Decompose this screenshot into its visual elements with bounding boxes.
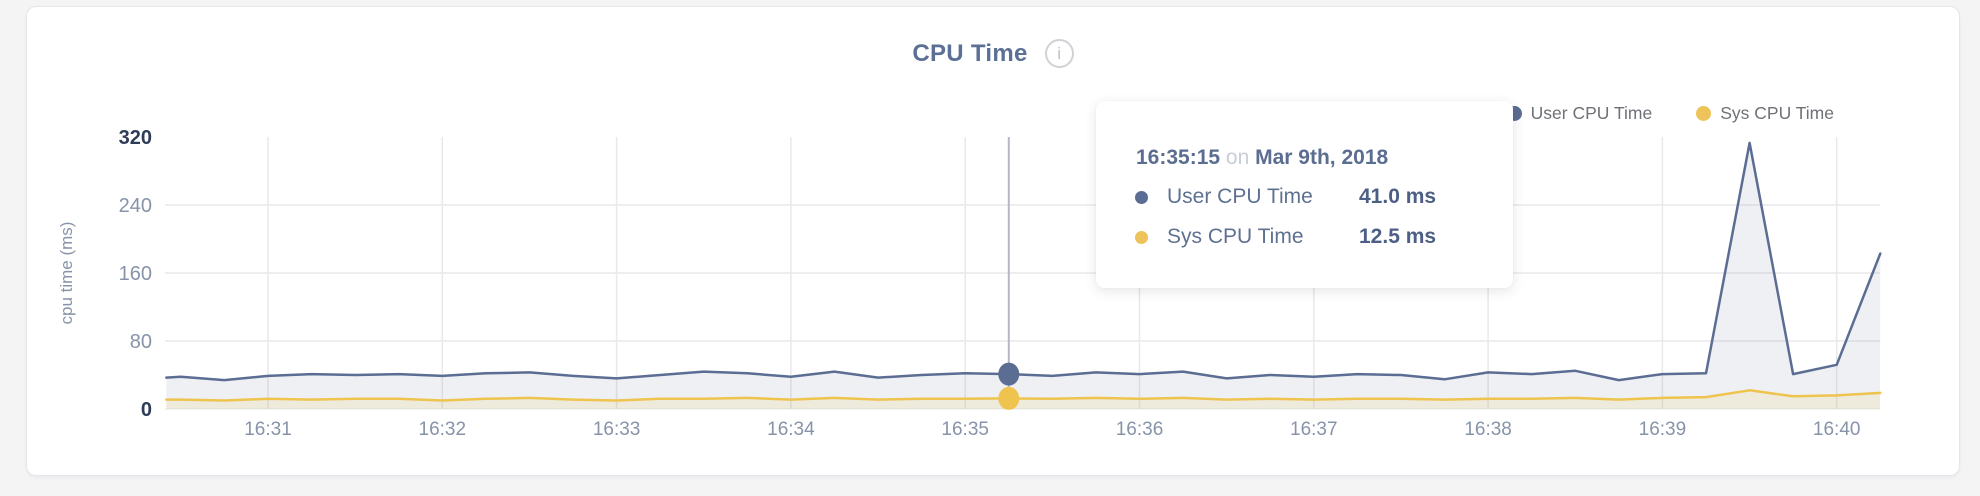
- info-icon[interactable]: i: [1044, 39, 1074, 68]
- sys-cpu-legend-dot-icon: [1696, 106, 1712, 121]
- x-tick-label: 16:34: [767, 419, 815, 440]
- x-tick-label: 16:40: [1813, 419, 1861, 440]
- chart-tooltip: 16:35:15 on Mar 9th, 2018 User CPU Time …: [1096, 101, 1513, 288]
- chart-header: CPU Time i: [27, 39, 1959, 68]
- x-tick-label: 16:31: [244, 419, 292, 440]
- x-tick-label: 16:38: [1464, 419, 1512, 440]
- tooltip-sys-value: 12.5 ms: [1359, 225, 1437, 248]
- tooltip-header: 16:35:15 on Mar 9th, 2018: [1136, 146, 1388, 170]
- tooltip-user-value: 41.0 ms: [1359, 185, 1437, 208]
- tooltip-user-label: User CPU Time: [1167, 185, 1313, 208]
- user-cpu-time-highlight-dot: [998, 362, 1020, 386]
- x-tick-label: 16:35: [941, 419, 989, 440]
- legend-label-user: User CPU Time: [1530, 103, 1653, 123]
- y-tick-label: 240: [119, 195, 152, 217]
- tooltip-row-user: User CPU Time 41.0 ms: [1135, 184, 1436, 210]
- tooltip-sys-dot-icon: [1135, 230, 1148, 244]
- y-tick-label: 80: [130, 331, 152, 353]
- legend-label-sys: Sys CPU Time: [1720, 103, 1834, 123]
- tooltip-date: Mar 9th, 2018: [1255, 146, 1389, 169]
- legend-item-sys-cpu-time[interactable]: Sys CPU Time: [1696, 103, 1834, 124]
- x-tick-label: 16:32: [419, 419, 467, 440]
- tooltip-time: 16:35:15: [1136, 146, 1221, 169]
- user-cpu-time-line: [165, 141, 1882, 382]
- x-tick-label: 16:33: [593, 419, 641, 440]
- user-cpu-time-area: [166, 142, 1881, 409]
- sys-cpu-time-highlight-dot: [998, 386, 1020, 410]
- y-tick-label: 160: [119, 263, 152, 285]
- x-tick-label: 16:37: [1290, 419, 1338, 440]
- tooltip-row-sys: Sys CPU Time 12.5 ms: [1135, 224, 1436, 250]
- y-tick-label: 320: [119, 127, 152, 149]
- y-tick-label: 0: [141, 399, 152, 421]
- chart-title: CPU Time: [912, 39, 1028, 67]
- x-tick-label: 16:36: [1116, 419, 1164, 440]
- tooltip-conjunction: on: [1225, 146, 1250, 169]
- tooltip-user-dot-icon: [1135, 190, 1148, 204]
- y-axis-title: cpu time (ms): [57, 222, 76, 325]
- tooltip-sys-label: Sys CPU Time: [1167, 225, 1304, 248]
- x-tick-label: 16:39: [1639, 419, 1687, 440]
